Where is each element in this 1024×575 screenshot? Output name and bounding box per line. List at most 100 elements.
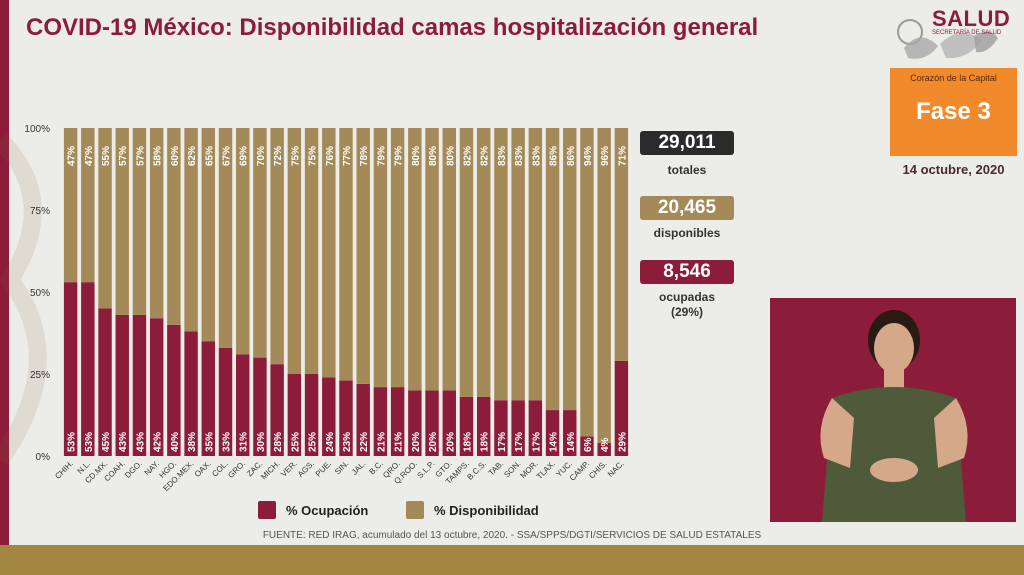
bar-occupancy (236, 354, 250, 456)
legend-occupancy-swatch (258, 501, 276, 519)
bar-availability (304, 128, 319, 374)
data-label-availability: 75% (308, 146, 319, 166)
data-label-occupancy: 20% (411, 432, 422, 452)
data-label-availability: 82% (480, 146, 491, 166)
page-title: COVID-19 México: Disponibilidad camas ho… (26, 14, 759, 41)
bar-availability (184, 128, 198, 332)
bar-occupancy (218, 347, 233, 456)
x-tick-label: B.C.S. (465, 459, 488, 482)
bar-availability (167, 128, 181, 325)
bar-occupancy (373, 387, 388, 456)
data-label-availability: 67% (222, 146, 233, 166)
data-label-availability: 76% (325, 146, 336, 166)
y-tick-label: 75% (30, 206, 50, 217)
bar-occupancy (494, 400, 508, 456)
cdmx-logo-icon (897, 19, 998, 59)
bar-occupancy (270, 364, 284, 456)
data-label-occupancy: 30% (256, 432, 267, 452)
bar-availability (149, 128, 164, 319)
x-tick-label: OAX. (193, 459, 213, 479)
bar-availability (132, 128, 147, 315)
interpreter-figure (820, 310, 968, 522)
bar-availability (545, 128, 560, 411)
bar-occupancy (322, 377, 336, 456)
bar-occupancy (81, 282, 95, 456)
bar-occupancy (563, 410, 577, 456)
data-label-availability: 79% (376, 146, 387, 166)
x-tick-label: CHIS. (587, 459, 608, 480)
occupied-beds-label: ocupadas (658, 290, 715, 304)
data-label-occupancy: 6% (583, 437, 594, 452)
data-label-availability: 96% (600, 146, 611, 166)
data-label-availability: 77% (342, 146, 353, 166)
data-label-occupancy: 25% (308, 432, 319, 452)
occupied-beds-percent: (29%) (670, 305, 703, 319)
bar-availability (408, 128, 422, 391)
data-label-availability: 58% (153, 146, 164, 166)
data-label-occupancy: 20% (445, 432, 456, 452)
data-label-availability: 83% (497, 146, 508, 166)
bar-availability (339, 128, 353, 381)
data-label-occupancy: 33% (222, 432, 233, 452)
bar-occupancy (614, 360, 629, 456)
bar-occupancy (287, 374, 302, 456)
bar-availability (373, 128, 388, 388)
x-tick-label: GRO. (226, 459, 247, 480)
bar-occupancy (115, 314, 129, 456)
data-label-occupancy: 18% (480, 432, 491, 452)
x-tick-label: DGO. (123, 459, 144, 480)
bar-availability (476, 128, 491, 397)
data-label-availability: 83% (514, 146, 525, 166)
data-label-occupancy: 23% (342, 432, 353, 452)
x-tick-label: JAL. (350, 459, 368, 477)
data-label-availability: 71% (617, 146, 628, 166)
data-label-availability: 72% (273, 146, 284, 166)
legend-availability-swatch (406, 501, 424, 519)
x-tick-label: PUE. (314, 459, 334, 479)
data-label-occupancy: 18% (462, 432, 473, 452)
x-tick-label: NAC. (606, 459, 626, 479)
data-label-availability: 80% (428, 146, 439, 166)
data-label-occupancy: 42% (153, 432, 164, 452)
legend-availability-label: % Disponibilidad (434, 502, 539, 518)
data-label-availability: 69% (239, 146, 250, 166)
bar-availability (253, 128, 267, 358)
bed-availability-chart: 0%25%50%75%100%53%47%CHIH.53%47%N.L.45%5… (24, 124, 629, 493)
total-beds-label: totales (667, 163, 707, 177)
bar-availability (528, 128, 543, 401)
y-tick-label: 0% (36, 452, 51, 463)
bar-occupancy (408, 390, 422, 456)
bar-availability (81, 128, 95, 283)
data-label-occupancy: 35% (204, 432, 215, 452)
bar-availability (442, 128, 456, 391)
x-tick-label: MICH. (259, 459, 281, 481)
data-label-availability: 47% (84, 146, 95, 166)
bar-availability (459, 128, 474, 397)
data-label-occupancy: 17% (514, 432, 525, 452)
bar-occupancy (167, 324, 181, 456)
data-label-availability: 57% (135, 146, 146, 166)
data-label-availability: 86% (549, 146, 560, 166)
bar-availability (115, 128, 129, 315)
x-tick-label: VER. (279, 459, 299, 479)
x-tick-label: CAMP. (568, 459, 592, 483)
x-tick-label: TAB. (487, 459, 506, 478)
data-label-occupancy: 4% (600, 437, 611, 452)
data-label-availability: 47% (67, 146, 78, 166)
data-label-occupancy: 43% (118, 432, 129, 452)
data-label-occupancy: 17% (497, 432, 508, 452)
bar-availability (597, 128, 611, 443)
salud-logo-subtext: SECRETARÍA DE SALUD (932, 30, 1002, 36)
y-tick-label: 100% (24, 124, 50, 135)
bar-availability (511, 128, 525, 401)
bar-occupancy (511, 400, 525, 456)
x-tick-label: CHIH. (53, 459, 75, 481)
y-tick-label: 50% (30, 288, 50, 299)
bar-availability (98, 128, 112, 309)
phase-label: Fase 3 (916, 98, 991, 125)
phase-box: Corazón de la Capital Fase 3 (890, 68, 1017, 156)
bar-occupancy (425, 390, 439, 456)
y-tick-label: 25% (30, 370, 50, 381)
left-accent-bar (0, 0, 9, 545)
x-tick-label: AGS. (296, 459, 316, 479)
